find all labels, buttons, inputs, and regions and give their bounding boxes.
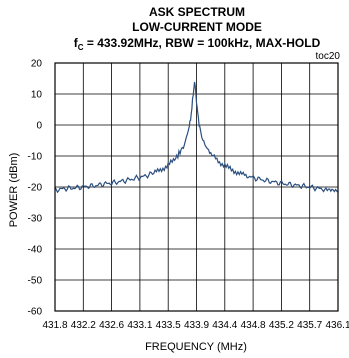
y-tick-label: -60 <box>28 307 43 318</box>
figure-id-label: toc20 <box>316 51 341 62</box>
y-tick-label: -20 <box>28 183 43 194</box>
y-tick-label: -50 <box>28 276 43 287</box>
chart-title-line-2: LOW-CURRENT MODE <box>132 20 262 34</box>
plot-frame <box>54 62 339 312</box>
x-tick-label: 435.7 <box>297 320 322 331</box>
y-tick-label: -10 <box>28 152 43 163</box>
x-tick-label: 434.4 <box>212 320 237 331</box>
y-axis-label: POWER (dBm) <box>8 153 20 228</box>
chart-titles: ASK SPECTRUM LOW-CURRENT MODE fC = 433.9… <box>74 5 321 52</box>
y-tick-label: -30 <box>28 214 43 225</box>
y-tick-label: -40 <box>28 245 43 256</box>
x-tick-label: 434.8 <box>241 320 266 331</box>
chart-grid <box>55 63 338 311</box>
chart-subtitle: fC = 433.92MHz, RBW = 100kHz, MAX-HOLD <box>74 36 321 52</box>
x-tick-label: 433.9 <box>184 320 209 331</box>
x-tick-label: 436.1 <box>325 320 349 331</box>
y-tick-label: 10 <box>31 90 43 101</box>
x-tick-label: 433.5 <box>156 320 181 331</box>
x-tick-label: 431.8 <box>42 320 67 331</box>
series-line-power <box>54 81 339 194</box>
x-tick-label: 435.2 <box>269 320 294 331</box>
y-tick-label: 20 <box>31 59 43 70</box>
x-tick-labels: 431.8 432.2 432.6 433.1 433.5 433.9 434.4 434.8… <box>42 320 349 331</box>
chart-title-line-1: ASK SPECTRUM <box>149 5 245 19</box>
x-tick-label: 432.6 <box>99 320 124 331</box>
subtitle-prefix: f <box>74 36 79 50</box>
x-tick-label: 432.2 <box>71 320 96 331</box>
x-axis-label: FREQUENCY (MHz) <box>145 341 247 353</box>
x-tick-label: 433.1 <box>127 320 152 331</box>
subtitle-subscript: C <box>78 43 84 52</box>
y-tick-labels: 20 10 0 -10 -20 -30 -40 -50 -60 <box>28 59 43 318</box>
subtitle-rest: = 433.92MHz, RBW = 100kHz, MAX-HOLD <box>84 36 321 50</box>
y-tick-label: 0 <box>36 121 42 132</box>
